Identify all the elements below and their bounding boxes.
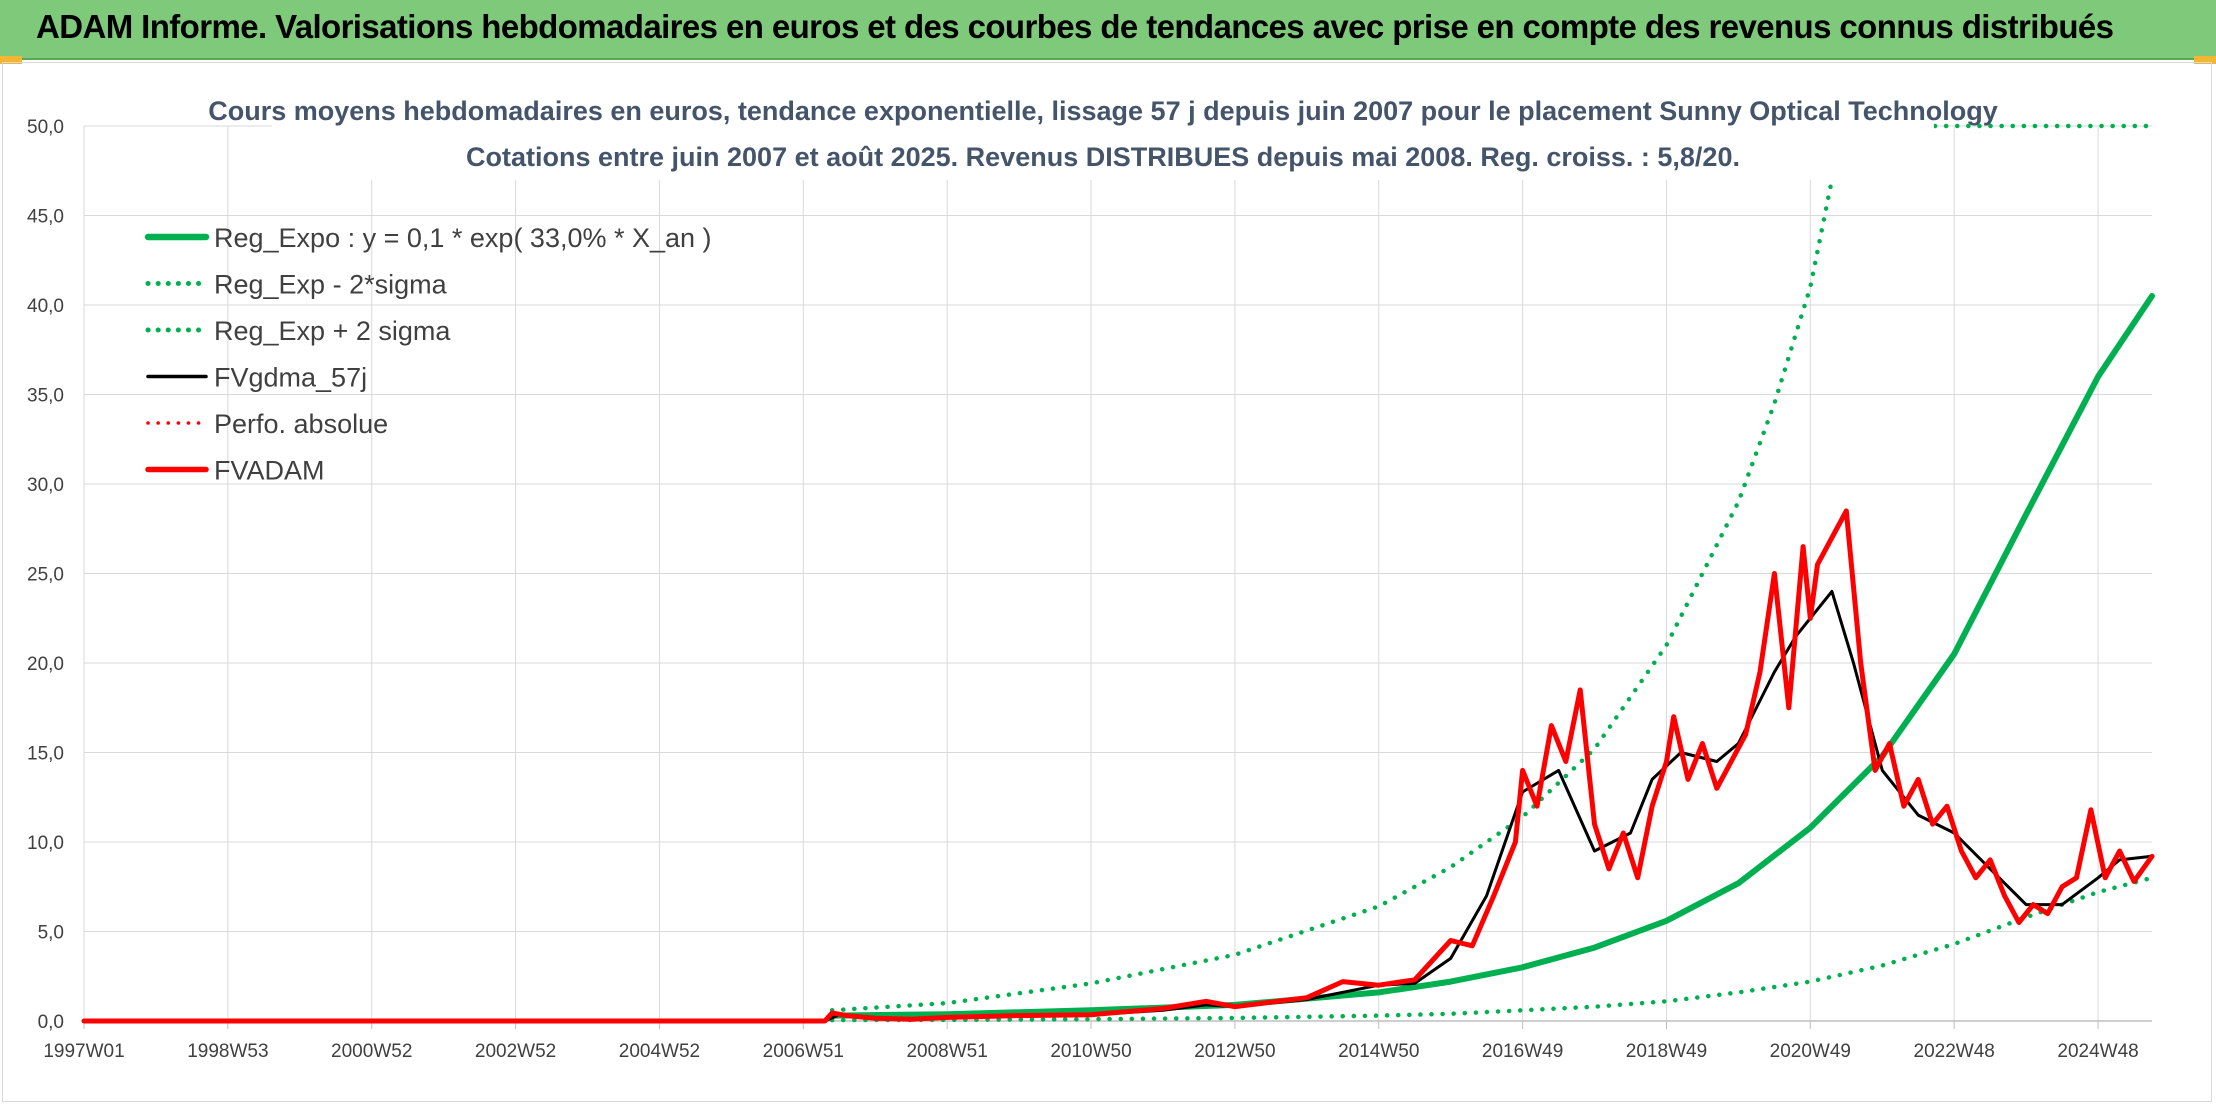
grid-lines [83,125,2152,1022]
y-tick-label: 25,0 [27,565,64,586]
legend-label-1: Reg_Exp - 2*sigma [214,270,448,300]
x-axis-ticks: 1997W01 1998W53 2000W52 2002W52 2004W52 2006W… [43,1020,2152,1062]
y-tick-label: 0,0 [38,1012,64,1033]
legend-label-4: Perfo. absolue [214,409,388,439]
y-tick-label: 10,0 [27,833,64,854]
x-tick-label: 2014W50 [1338,1041,1419,1062]
x-tick-label: 2000W52 [331,1041,412,1062]
y-tick-label: 5,0 [38,923,64,944]
legend-label-5: FVADAM [214,456,325,486]
x-tick-label: 2018W49 [1626,1041,1707,1062]
x-tick-label: 2016W49 [1482,1041,1563,1062]
x-tick-label: 2004W52 [619,1041,700,1062]
legend: Reg_Expo : y = 0,1 * exp( 33,0% * X_an )… [144,223,712,486]
x-tick-label: 2022W48 [1914,1041,1995,1062]
series-line-1 [829,875,2155,1023]
x-tick-label: 2010W50 [1050,1041,1131,1062]
y-tick-label: 15,0 [27,744,64,765]
y-tick-label: 20,0 [27,654,64,675]
y-tick-label: 30,0 [27,475,64,496]
y-axis-ticks: 0,0 5,0 10,0 15,0 20,0 25,0 30,0 35,0 40,0 45,0 50… [27,117,64,1033]
chart-frame [2,62,2212,1102]
x-tick-label: 2006W51 [763,1041,844,1062]
x-tick-label: 2002W52 [475,1041,556,1062]
x-tick-label: 2008W51 [906,1041,987,1062]
legend-label-2: Reg_Exp + 2 sigma [214,316,451,346]
left-corner-mark [0,56,22,64]
x-tick-label: 1997W01 [43,1041,124,1062]
x-tick-label: 1998W53 [187,1041,268,1062]
series-line-3 [82,589,2154,1023]
report-title: ADAM Informe. Valorisations hebdomadaire… [36,8,2114,45]
legend-label-3: FVgdma_57j [214,363,367,393]
chart-subtitle: Cotations entre juin 2007 et août 2025. … [466,142,1740,172]
series-layer [81,123,2155,1024]
title-background [272,88,1934,180]
y-tick-label: 35,0 [27,386,64,407]
series-line-2 [829,177,1835,1013]
y-tick-label: 45,0 [27,207,64,228]
y-tick-label: 50,0 [27,117,64,138]
series-line-5 [81,508,2155,1024]
right-corner-mark [2194,56,2216,64]
x-tick-label: 2020W49 [1770,1041,1851,1062]
report-banner: ADAM Informe. Valorisations hebdomadaire… [0,0,2216,60]
legend-label-0: Reg_Expo : y = 0,1 * exp( 33,0% * X_an ) [214,223,712,253]
y-tick-label: 40,0 [27,296,64,317]
x-tick-label: 2024W48 [2057,1041,2138,1062]
x-tick-label: 2012W50 [1194,1041,1275,1062]
chart-title: Cours moyens hebdomadaires en euros, ten… [208,96,1998,126]
